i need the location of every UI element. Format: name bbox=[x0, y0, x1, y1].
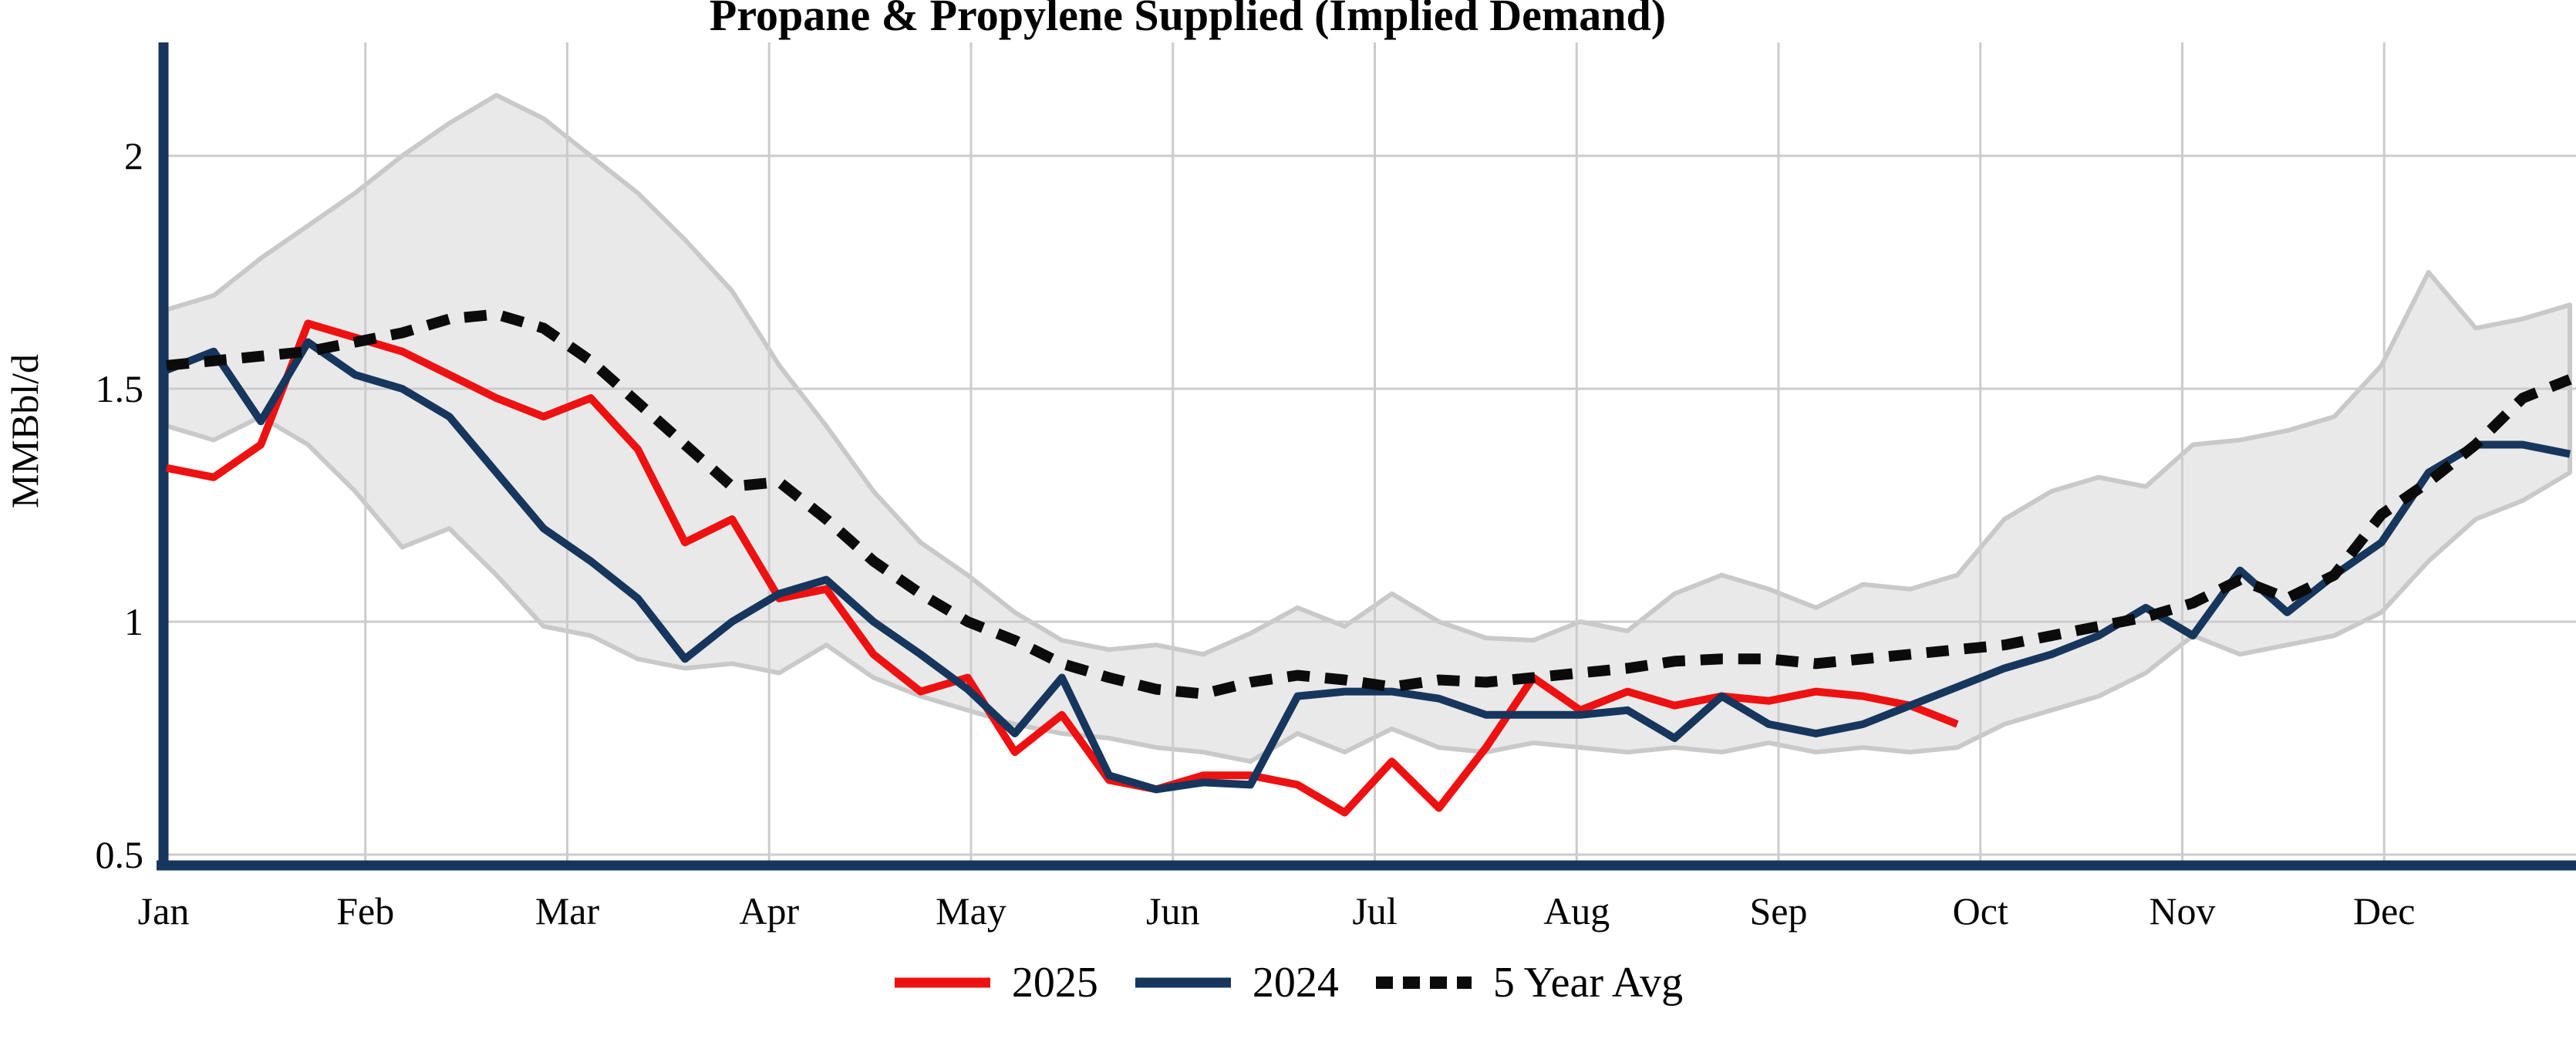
x-tick-label-feb: Feb bbox=[336, 889, 394, 933]
y-tick-label-0.5: 0.5 bbox=[96, 833, 144, 876]
series-2024-line bbox=[165, 338, 2571, 794]
y-tick-label-1.5: 1.5 bbox=[96, 367, 144, 410]
five-year-range-band bbox=[164, 93, 2573, 764]
x-tick-label-nov: Nov bbox=[2149, 889, 2215, 933]
x-tick-label-jan: Jan bbox=[138, 889, 190, 933]
x-tick-label-jul: Jul bbox=[1352, 889, 1397, 933]
legend-swatch-2025 bbox=[894, 977, 990, 988]
y-tick-label-1: 1 bbox=[124, 600, 143, 643]
legend-item-5-year-avg: 5 Year Avg bbox=[1374, 958, 1683, 1007]
legend: 2025 2024 5 Year Avg bbox=[0, 958, 2576, 1007]
legend-swatch-2024 bbox=[1135, 977, 1231, 988]
legend-swatch-5-year-avg bbox=[1375, 976, 1472, 989]
y-tick-label-2: 2 bbox=[124, 134, 143, 177]
legend-item-2025: 2025 bbox=[893, 958, 1098, 1007]
series-2025-line bbox=[166, 319, 1959, 817]
legend-item-2024: 2024 bbox=[1134, 958, 1339, 1007]
series-5-year-avg-line bbox=[166, 309, 2572, 700]
x-tick-label-mar: Mar bbox=[535, 889, 600, 933]
x-tick-label-sep: Sep bbox=[1750, 889, 1808, 933]
x-tick-label-dec: Dec bbox=[2353, 889, 2416, 933]
x-tick-label-jun: Jun bbox=[1146, 889, 1199, 933]
x-tick-label-aug: Aug bbox=[1543, 889, 1610, 933]
legend-label-2025: 2025 bbox=[1011, 959, 1098, 1007]
x-tick-label-oct: Oct bbox=[1953, 889, 2008, 933]
x-tick-label-may: May bbox=[936, 889, 1006, 933]
x-tick-label-apr: Apr bbox=[739, 889, 799, 933]
legend-label-5-year-avg: 5 Year Avg bbox=[1492, 959, 1684, 1007]
legend-label-2024: 2024 bbox=[1252, 959, 1339, 1007]
chart-title: Propane & Propylene Supplied (Implied De… bbox=[709, 0, 1667, 40]
